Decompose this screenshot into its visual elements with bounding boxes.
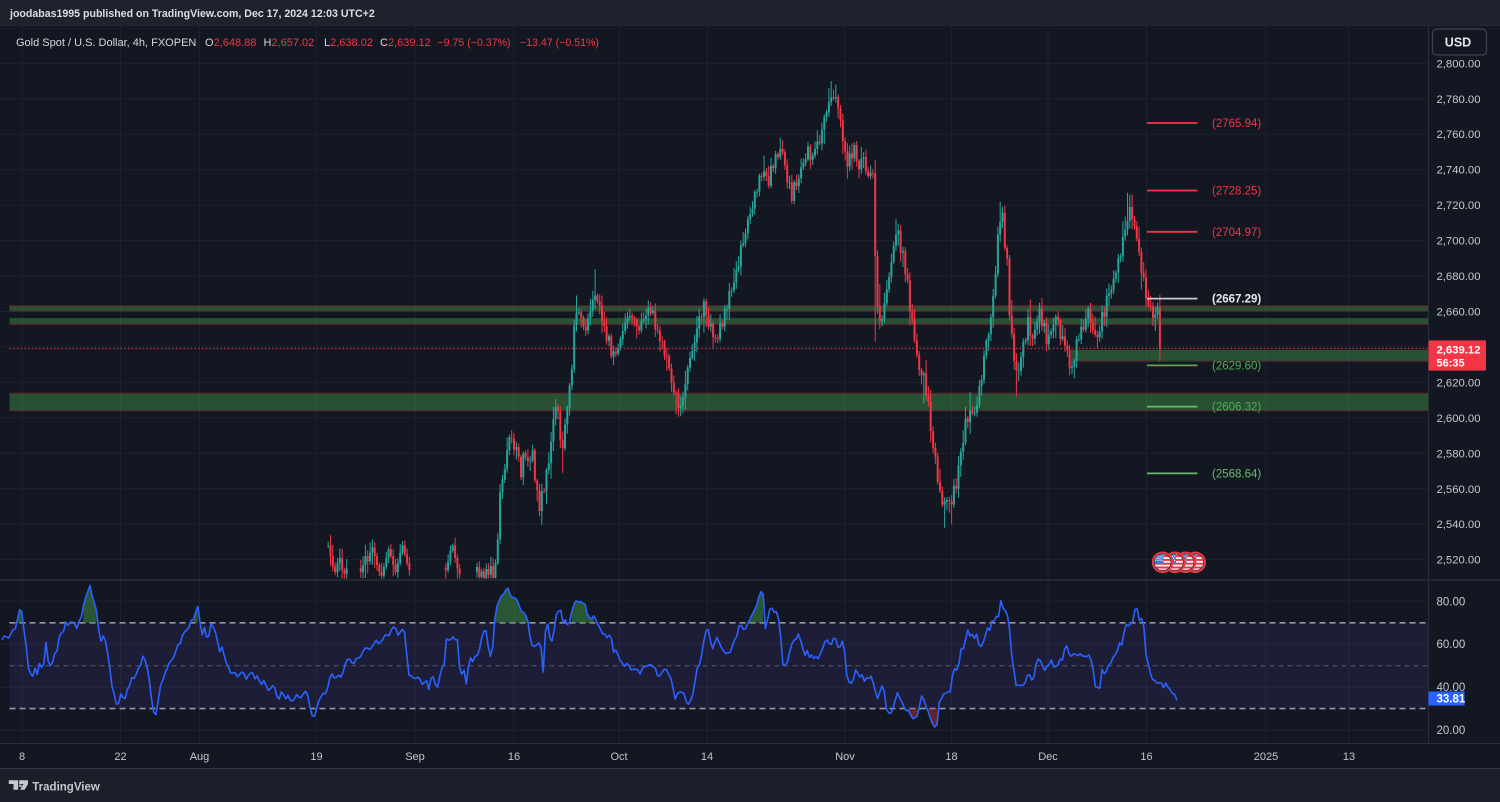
svg-text:2,720.00: 2,720.00: [1437, 200, 1481, 212]
svg-text:13: 13: [1343, 751, 1355, 763]
svg-text:2,520.00: 2,520.00: [1437, 555, 1481, 567]
svg-text:(2568.64): (2568.64): [1212, 468, 1261, 480]
svg-text:(2629.60): (2629.60): [1212, 360, 1261, 372]
svg-text:joodabas1995 published on Trad: joodabas1995 published on TradingView.co…: [9, 8, 375, 20]
svg-text:2,780.00: 2,780.00: [1437, 94, 1481, 106]
svg-text:2,639.12: 2,639.12: [1437, 344, 1481, 356]
svg-text:2,560.00: 2,560.00: [1437, 484, 1481, 496]
svg-text:2,740.00: 2,740.00: [1437, 165, 1481, 177]
svg-text:−13.47 (−0.51%): −13.47 (−0.51%): [520, 37, 599, 49]
svg-text:2,620.00: 2,620.00: [1437, 377, 1481, 389]
svg-text:Nov: Nov: [835, 751, 855, 763]
svg-text:Aug: Aug: [190, 751, 210, 763]
svg-text:2025: 2025: [1254, 751, 1278, 763]
svg-text:L2,638.02: L2,638.02: [324, 37, 373, 49]
svg-text:33.81: 33.81: [1437, 694, 1466, 706]
svg-text:2,540.00: 2,540.00: [1437, 519, 1481, 531]
svg-text:Dec: Dec: [1038, 751, 1058, 763]
svg-text:−9.75 (−0.37%): −9.75 (−0.37%): [438, 37, 511, 49]
svg-text:(2667.29): (2667.29): [1212, 294, 1261, 306]
svg-text:TradingView: TradingView: [32, 781, 100, 793]
svg-text:40.00: 40.00: [1437, 682, 1466, 694]
svg-text:60.00: 60.00: [1437, 639, 1466, 651]
svg-text:80.00: 80.00: [1437, 596, 1466, 608]
svg-text:(2606.32): (2606.32): [1212, 402, 1261, 414]
svg-text:O2,648.88: O2,648.88: [205, 37, 256, 49]
svg-text:20.00: 20.00: [1437, 725, 1466, 737]
svg-text:2,580.00: 2,580.00: [1437, 448, 1481, 460]
svg-text:16: 16: [1140, 751, 1152, 763]
svg-text:14: 14: [701, 751, 713, 763]
svg-text:(2765.94): (2765.94): [1212, 118, 1261, 130]
svg-text:2,700.00: 2,700.00: [1437, 236, 1481, 248]
svg-text:8: 8: [19, 751, 25, 763]
svg-text:22: 22: [114, 751, 126, 763]
svg-text:2,660.00: 2,660.00: [1437, 307, 1481, 319]
svg-text:2,800.00: 2,800.00: [1437, 58, 1481, 70]
svg-text:18: 18: [945, 751, 957, 763]
svg-text:2,760.00: 2,760.00: [1437, 129, 1481, 141]
svg-text:H2,657.02: H2,657.02: [264, 37, 315, 49]
svg-text:56:35: 56:35: [1437, 358, 1465, 370]
svg-text:16: 16: [508, 751, 520, 763]
svg-text:2,600.00: 2,600.00: [1437, 413, 1481, 425]
svg-text:C2,639.12: C2,639.12: [380, 37, 431, 49]
svg-text:Oct: Oct: [610, 751, 627, 763]
svg-text:(2704.97): (2704.97): [1212, 227, 1261, 239]
svg-text:Sep: Sep: [405, 751, 425, 763]
svg-text:2,680.00: 2,680.00: [1437, 271, 1481, 283]
svg-text:19: 19: [310, 751, 322, 763]
svg-text:USD: USD: [1445, 36, 1471, 50]
svg-text:(2728.25): (2728.25): [1212, 186, 1261, 198]
svg-text:Gold Spot / U.S. Dollar, 4h, F: Gold Spot / U.S. Dollar, 4h, FXOPEN: [16, 37, 196, 49]
